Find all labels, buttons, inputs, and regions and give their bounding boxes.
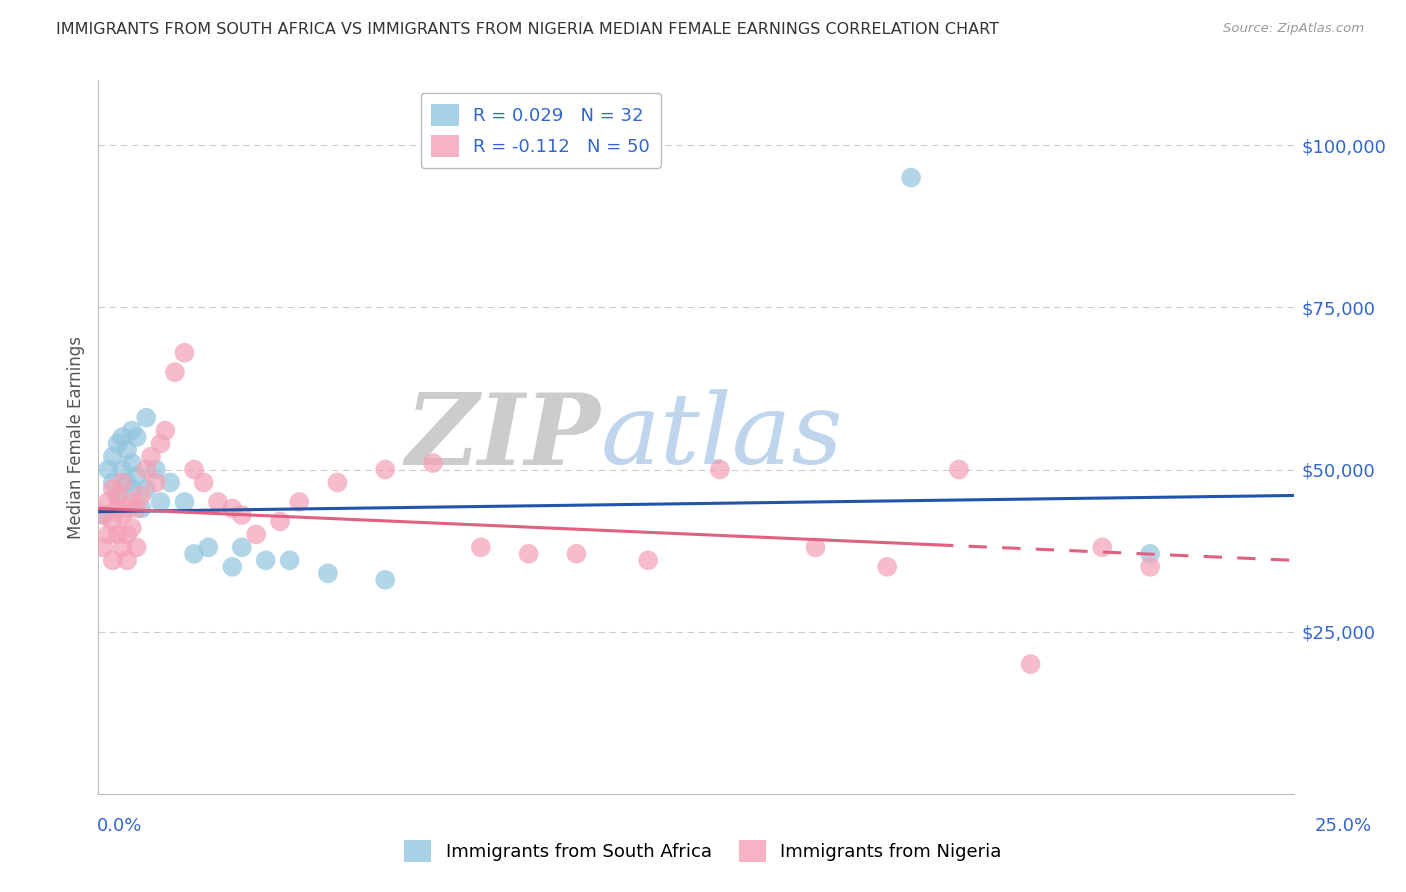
Point	[101, 482, 124, 496]
Point	[125, 541, 148, 555]
Point	[221, 559, 243, 574]
Point	[145, 475, 167, 490]
Point	[1139, 559, 1161, 574]
Point	[149, 495, 172, 509]
Point	[111, 462, 134, 476]
Point	[1139, 547, 1161, 561]
Point	[1019, 657, 1042, 672]
Point	[1091, 541, 1114, 555]
Point	[231, 508, 253, 522]
Y-axis label: Median Female Earnings: Median Female Earnings	[66, 335, 84, 539]
Point	[139, 450, 162, 464]
Point	[374, 573, 396, 587]
Point	[97, 495, 120, 509]
Point	[517, 547, 540, 561]
Point	[121, 424, 143, 438]
Point	[254, 553, 277, 567]
Point	[125, 501, 148, 516]
Point	[101, 450, 124, 464]
Point	[135, 462, 157, 476]
Point	[207, 495, 229, 509]
Point	[121, 521, 143, 535]
Point	[804, 541, 827, 555]
Point	[125, 469, 148, 483]
Point	[876, 559, 898, 574]
Point	[326, 475, 349, 490]
Point	[145, 462, 167, 476]
Point	[193, 475, 215, 490]
Point	[101, 515, 124, 529]
Point	[111, 541, 134, 555]
Point	[470, 541, 492, 555]
Legend: Immigrants from South Africa, Immigrants from Nigeria: Immigrants from South Africa, Immigrants…	[396, 833, 1010, 870]
Point	[111, 430, 134, 444]
Point	[173, 495, 195, 509]
Point	[131, 488, 153, 502]
Point	[101, 553, 124, 567]
Point	[709, 462, 731, 476]
Text: ZIP: ZIP	[405, 389, 600, 485]
Point	[422, 456, 444, 470]
Point	[900, 170, 922, 185]
Point	[948, 462, 970, 476]
Point	[155, 424, 177, 438]
Point	[125, 430, 148, 444]
Point	[115, 501, 138, 516]
Point	[637, 553, 659, 567]
Point	[101, 475, 124, 490]
Text: 0.0%: 0.0%	[97, 817, 142, 835]
Point	[91, 541, 114, 555]
Point	[269, 515, 291, 529]
Text: atlas: atlas	[600, 390, 844, 484]
Point	[121, 456, 143, 470]
Point	[107, 527, 129, 541]
Point	[288, 495, 311, 509]
Point	[159, 475, 181, 490]
Point	[374, 462, 396, 476]
Point	[115, 527, 138, 541]
Point	[115, 443, 138, 458]
Point	[111, 475, 134, 490]
Text: 25.0%: 25.0%	[1315, 817, 1371, 835]
Point	[115, 553, 138, 567]
Point	[135, 410, 157, 425]
Point	[107, 501, 129, 516]
Point	[91, 508, 114, 522]
Point	[91, 508, 114, 522]
Point	[163, 365, 186, 379]
Text: Source: ZipAtlas.com: Source: ZipAtlas.com	[1223, 22, 1364, 36]
Point	[97, 527, 120, 541]
Point	[231, 541, 253, 555]
Legend: R = 0.029   N = 32, R = -0.112   N = 50: R = 0.029 N = 32, R = -0.112 N = 50	[420, 93, 661, 168]
Point	[183, 547, 205, 561]
Point	[135, 482, 157, 496]
Point	[107, 436, 129, 450]
Text: IMMIGRANTS FROM SOUTH AFRICA VS IMMIGRANTS FROM NIGERIA MEDIAN FEMALE EARNINGS C: IMMIGRANTS FROM SOUTH AFRICA VS IMMIGRAN…	[56, 22, 1000, 37]
Point	[221, 501, 243, 516]
Point	[183, 462, 205, 476]
Point	[97, 462, 120, 476]
Point	[245, 527, 267, 541]
Point	[107, 488, 129, 502]
Point	[131, 501, 153, 516]
Point	[115, 475, 138, 490]
Point	[121, 495, 143, 509]
Point	[149, 436, 172, 450]
Point	[278, 553, 301, 567]
Point	[173, 345, 195, 359]
Point	[121, 482, 143, 496]
Point	[565, 547, 588, 561]
Point	[316, 566, 339, 581]
Point	[111, 508, 134, 522]
Point	[107, 488, 129, 502]
Point	[197, 541, 219, 555]
